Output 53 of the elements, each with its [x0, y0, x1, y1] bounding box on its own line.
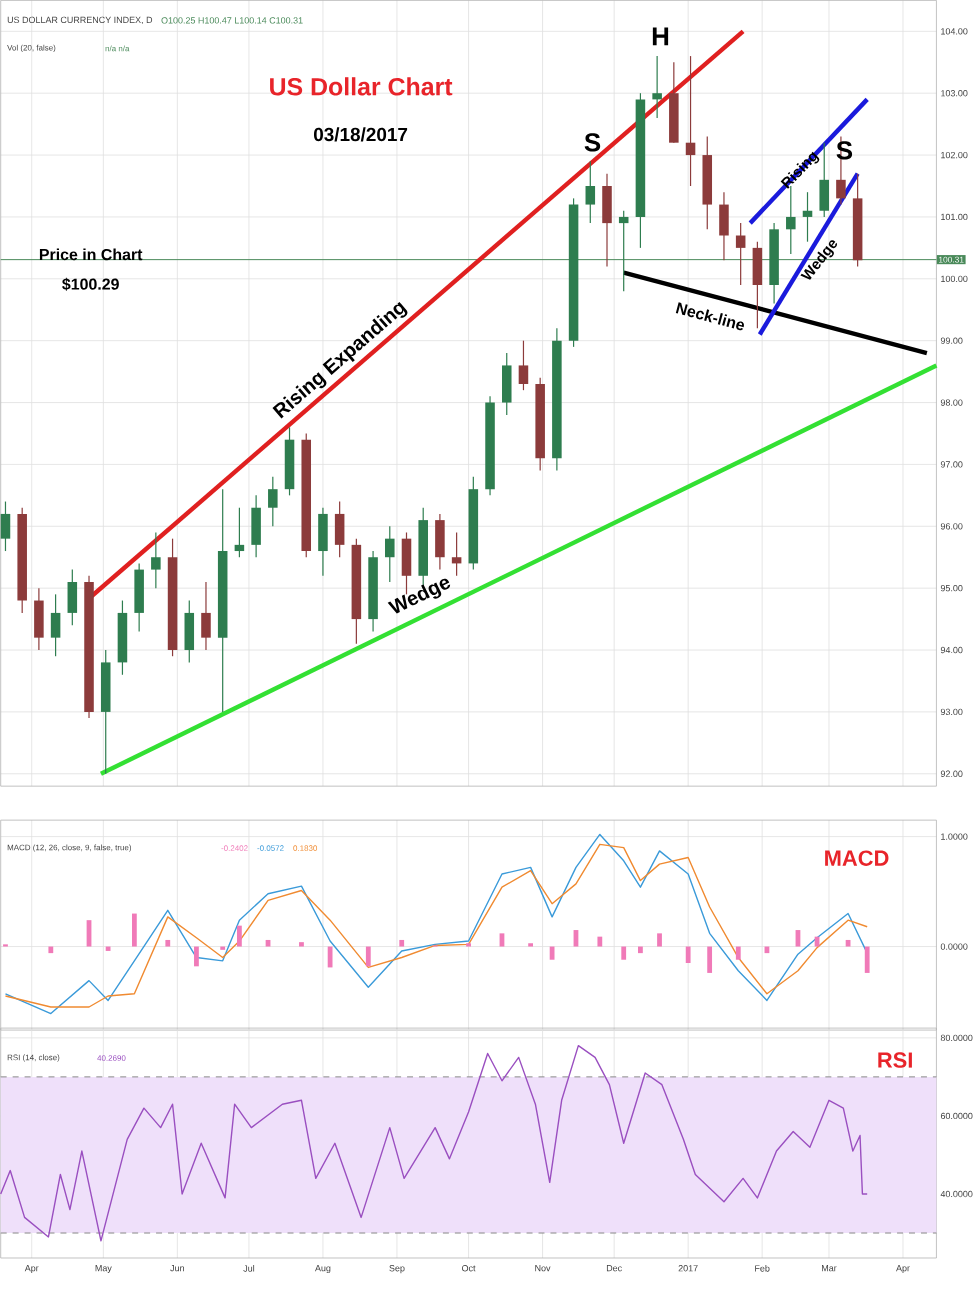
bar: [399, 939, 405, 947]
candlestick: [802, 191, 813, 243]
candlestick: [67, 569, 78, 626]
annotation: S: [584, 133, 601, 152]
bar: [736, 946, 741, 960]
bar: [686, 946, 691, 964]
candlestick: [786, 185, 796, 255]
candlestick: [752, 241, 763, 329]
text: 03/18/2017: [314, 127, 408, 142]
candlestick: [652, 55, 663, 119]
candlestick: [819, 142, 830, 218]
candlestick: [585, 160, 596, 224]
candlestick: [0, 500, 11, 552]
bar: [597, 936, 603, 947]
candlestick: [34, 587, 44, 651]
candlestick: [151, 531, 161, 589]
candlestick: [502, 352, 512, 416]
candlestick: [234, 507, 245, 558]
candlestick: [318, 507, 328, 577]
candlestick: [719, 191, 729, 261]
bar: [237, 925, 243, 947]
candlestick: [518, 340, 529, 391]
bar: [549, 946, 555, 960]
text: MACD: [825, 850, 889, 866]
line-series: [0, 1044, 869, 1242]
bar: [165, 939, 171, 947]
candlestick: [251, 494, 262, 558]
bar: [194, 946, 200, 967]
bar: [621, 946, 627, 960]
candlestick: [51, 593, 61, 657]
candlestick: [602, 173, 613, 268]
bar: [132, 913, 138, 947]
text: US Dollar Chart: [270, 77, 453, 96]
bar: [865, 946, 870, 973]
candlestick: [619, 210, 629, 292]
candlestick: [184, 599, 195, 664]
candlestick: [268, 476, 278, 527]
bar: [327, 946, 333, 968]
candlestick: [201, 581, 211, 651]
candlestick: [452, 531, 462, 577]
candlestick: [686, 55, 696, 187]
annotation: H: [653, 27, 669, 46]
text: RSI: [878, 1052, 913, 1068]
bar: [638, 946, 644, 954]
candlestick: [736, 222, 746, 286]
bar: [707, 946, 713, 973]
bar: [366, 946, 371, 967]
annotation: S: [836, 141, 853, 160]
candlestick: [134, 562, 145, 633]
candlestick: [335, 500, 345, 558]
bar: [48, 946, 54, 954]
bar: [657, 933, 663, 947]
candlestick: [435, 513, 445, 571]
